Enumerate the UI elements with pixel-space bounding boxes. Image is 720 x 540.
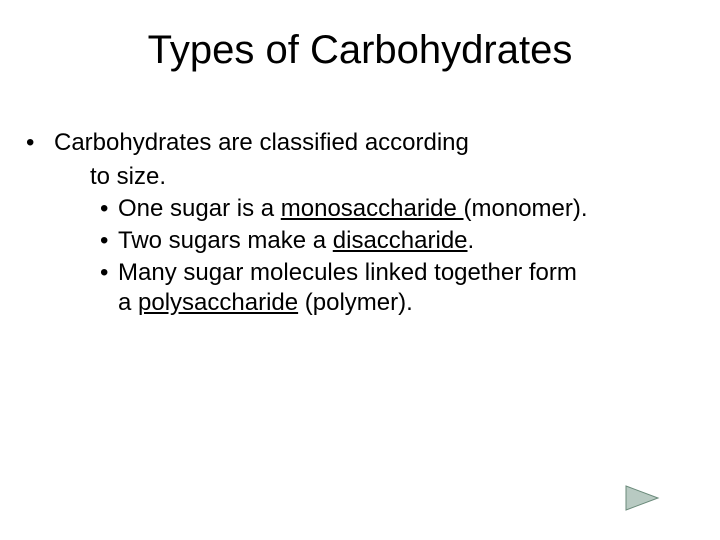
lvl2-b-pre: Two sugars make a: [118, 227, 333, 254]
bullet-lvl2-c-line1: • Many sugar molecules linked together f…: [118, 258, 680, 288]
bullet-dot-icon: •: [100, 258, 108, 288]
bullet-lvl2-b: • Two sugars make a disaccharide.: [118, 226, 680, 256]
bullet-lvl2-a: • One sugar is a monosaccharide (monomer…: [118, 194, 680, 224]
bullet-dot-icon: •: [100, 226, 108, 256]
lvl2-a-pre: One sugar is a: [118, 195, 281, 222]
lvl2-a-underlined: monosaccharide: [281, 195, 464, 222]
slide-title: Types of Carbohydrates: [0, 28, 720, 73]
slide: Types of Carbohydrates • Carbohydrates a…: [0, 0, 720, 540]
slide-body: • Carbohydrates are classified according…: [54, 128, 680, 318]
bullet-dot-icon: •: [26, 128, 34, 158]
bullet-lvl1: • Carbohydrates are classified according: [54, 128, 680, 158]
lvl1-text-line1: Carbohydrates are classified according: [54, 129, 469, 156]
next-slide-button[interactable]: [624, 484, 660, 512]
lvl1-text-line2: to size.: [90, 162, 680, 192]
bullet-dot-icon: •: [100, 194, 108, 224]
lvl2-b-underlined: disaccharide: [333, 227, 468, 254]
lvl2-c-line2-post: (polymer).: [298, 289, 413, 316]
arrow-right-icon: [624, 484, 660, 512]
lvl2-c-line2-pre: a: [118, 289, 138, 316]
bullet-lvl2-c-line2: a polysaccharide (polymer).: [118, 288, 680, 318]
lvl2-c-line1: Many sugar molecules linked together for…: [118, 259, 577, 286]
lvl2-c-line2-underlined: polysaccharide: [138, 289, 298, 316]
lvl2-a-post: (monomer).: [464, 195, 588, 222]
lvl2-b-post: .: [468, 227, 475, 254]
